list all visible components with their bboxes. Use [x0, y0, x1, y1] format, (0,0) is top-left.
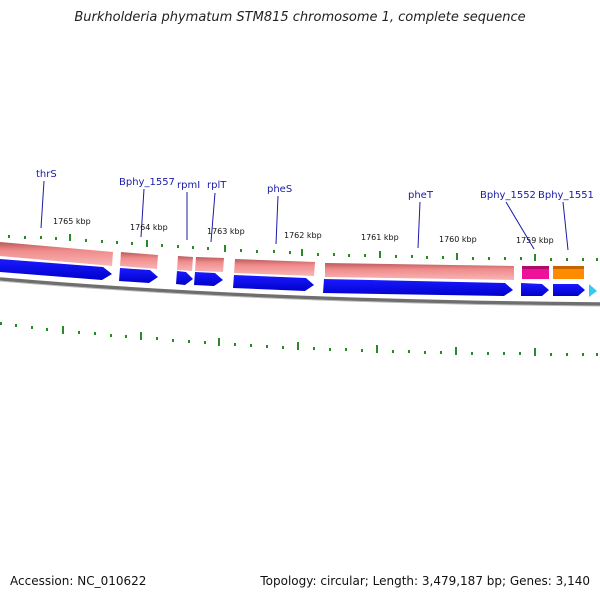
- gene-label-rpmi: rpmI: [177, 180, 200, 191]
- kbp-mark-1760: 1760 kbp: [439, 235, 477, 244]
- gene-arrow-partial: [589, 284, 597, 297]
- gene-label-bphy-1557: Bphy_1557: [119, 177, 175, 188]
- map-title: Burkholderia phymatum STM815 chromosome …: [74, 10, 526, 25]
- gene-label-thrs: thrS: [36, 169, 57, 180]
- feature-band-phet: [325, 263, 514, 280]
- topology-summary: Topology: circular; Length: 3,479,187 bp…: [260, 574, 590, 588]
- kbp-mark-1765: 1765 kbp: [53, 217, 91, 226]
- gene-label-phes: pheS: [267, 184, 292, 195]
- kbp-mark-1763: 1763 kbp: [207, 227, 245, 236]
- upper-tick-row: [8, 234, 598, 261]
- gene-arrow-phes: [233, 275, 314, 291]
- kbp-mark-1762: 1762 kbp: [284, 231, 322, 240]
- chromosome-backbone: [0, 277, 600, 306]
- lower-tick-row: [0, 322, 598, 356]
- accession-text: Accession: NC_010622: [10, 574, 147, 588]
- feature-band-bphy-1552-edge: [522, 266, 549, 269]
- chromosome-backbone-shadow: [0, 280, 600, 307]
- gene-label-phet: pheT: [408, 190, 434, 201]
- kbp-mark-1764: 1764 kbp: [130, 223, 168, 232]
- gene-arrow-thrs: [0, 259, 112, 280]
- gene-arrow-bphy-1552: [521, 283, 549, 296]
- gene-arrow-phet: [323, 279, 513, 296]
- feature-band-bphy-1552: [522, 266, 549, 279]
- gene-label-bphy-1551: Bphy_1551: [538, 190, 594, 201]
- feature-band-phes: [234, 259, 315, 276]
- kbp-mark-1759: 1759 kbp: [516, 236, 554, 245]
- gene-arrow-rpmi: [176, 271, 193, 285]
- feature-band-thrs: [0, 242, 113, 266]
- cds-band: [0, 242, 514, 280]
- gene-arrows: [0, 259, 585, 296]
- kbp-mark-1761: 1761 kbp: [361, 233, 399, 242]
- gene-arrow-bphy-1551: [553, 284, 585, 296]
- gene-arrow-bphy-1557: [119, 268, 158, 283]
- feature-band-bphy-1551: [553, 266, 584, 279]
- feature-band-rplt: [195, 257, 224, 272]
- gene-arrow-rplt: [194, 272, 223, 286]
- feature-band-bphy-1551-edge: [553, 266, 584, 269]
- gene-label-rplt: rplT: [207, 180, 227, 191]
- feature-band-rpmi: [177, 256, 193, 271]
- gene-leader-lines: [40, 180, 569, 251]
- gene-label-bphy-1552: Bphy_1552: [480, 190, 536, 201]
- feature-band-bphy-1557: [120, 252, 158, 269]
